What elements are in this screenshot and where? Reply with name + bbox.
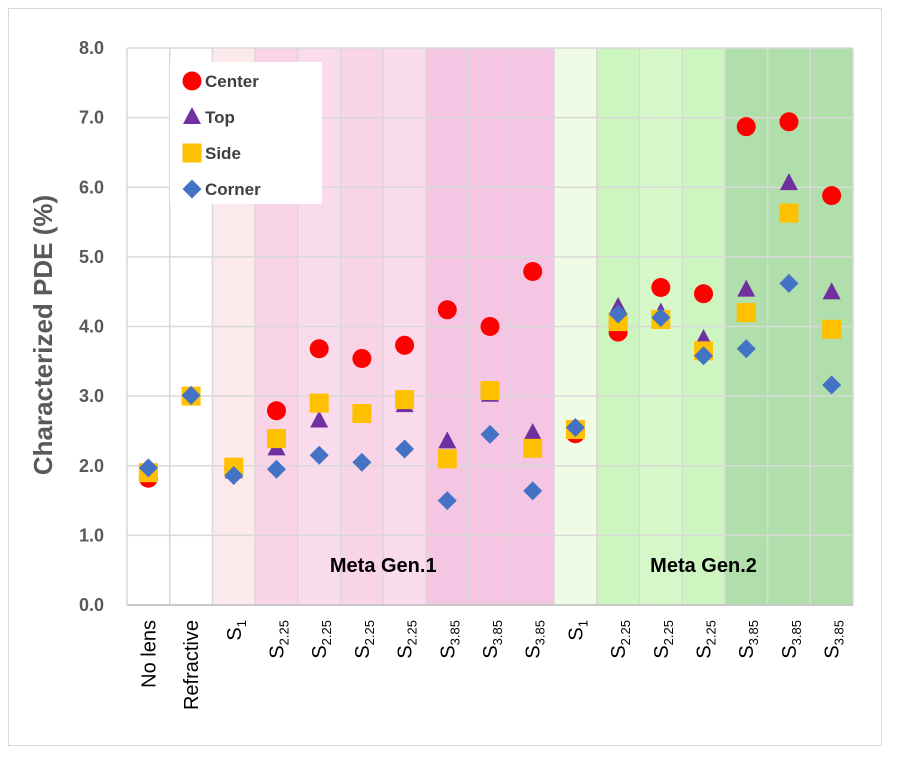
x-category-label: S2.25: [651, 620, 676, 659]
region-labels: Meta Gen.1 Meta Gen.2: [330, 555, 757, 577]
center-point: [309, 339, 329, 359]
top-point: [779, 173, 798, 191]
x-category-label: S2.25: [352, 620, 377, 659]
y-tick-label: 4.0: [79, 317, 104, 337]
corner-point: [651, 307, 671, 327]
legend-label: Top: [205, 108, 235, 127]
corner-point: [694, 346, 714, 366]
center-point: [779, 112, 799, 132]
legend-label: Side: [205, 144, 241, 163]
corner-point: [822, 375, 842, 395]
corner-point: [395, 439, 415, 459]
side-point: [822, 319, 842, 339]
x-category-label: S2.25: [266, 620, 291, 659]
center-point: [352, 349, 372, 369]
top-point: [523, 423, 542, 441]
corner-point: [138, 458, 158, 478]
x-category-label: S2.25: [395, 620, 420, 659]
x-axis-categories: No lens Refractive S1 S2.25 S2.25 S2.25 S2.25 S…: [138, 620, 846, 710]
corner-point: [565, 417, 585, 437]
y-tick-label: 7.0: [79, 108, 104, 128]
corner-point: [608, 304, 628, 324]
y-tick-label: 0.0: [79, 595, 104, 615]
top-point: [310, 410, 329, 428]
corner-point: [736, 339, 756, 359]
side-point: [266, 429, 286, 449]
y-axis-title: Characterized PDE (%): [28, 195, 58, 475]
center-point: [736, 117, 756, 137]
center-point: [395, 335, 415, 355]
y-tick-label: 1.0: [79, 525, 104, 545]
top-point: [737, 279, 756, 297]
x-category-label: S3.85: [480, 620, 505, 659]
x-category-label: S3.85: [523, 620, 548, 659]
corner-point: [523, 481, 543, 501]
legend-label: Center: [205, 72, 259, 91]
center-point: [523, 261, 543, 281]
center-point: [266, 401, 286, 421]
side-point: [309, 393, 329, 413]
center-point: [437, 300, 457, 320]
series-corner: [138, 273, 842, 511]
corner-point: [181, 385, 201, 405]
center-point: [651, 278, 671, 298]
top-point: [438, 431, 457, 449]
x-category-label: S2.25: [608, 620, 633, 659]
corner-point: [309, 445, 329, 465]
y-tick-label: 8.0: [79, 38, 104, 58]
y-tick-label: 2.0: [79, 456, 104, 476]
x-category-label: Refractive: [181, 620, 203, 710]
x-category-label: No lens: [138, 620, 160, 688]
corner-point: [224, 465, 244, 485]
center-point: [694, 284, 714, 304]
side-point: [395, 390, 415, 410]
corner-point: [779, 273, 799, 293]
corner-point: [437, 491, 457, 511]
region-label: Meta Gen.1: [330, 555, 437, 577]
x-category-label: S2.25: [309, 620, 334, 659]
y-tick-label: 5.0: [79, 247, 104, 267]
legend-side-marker: [182, 143, 202, 163]
data-points: [138, 112, 842, 511]
gridlines: [126, 47, 854, 606]
side-point: [480, 381, 500, 401]
corner-point: [480, 424, 500, 444]
top-point: [822, 282, 841, 300]
y-axis-ticks: 0.0 1.0 2.0 3.0 4.0 5.0 6.0 7.0 8.0: [79, 38, 104, 615]
side-point: [779, 203, 799, 223]
x-category-label: S1: [224, 620, 249, 641]
legend: Center Top Side Corner: [170, 62, 322, 204]
y-tick-label: 3.0: [79, 386, 104, 406]
x-category-label: S1: [565, 620, 590, 641]
legend-top-marker: [183, 107, 201, 124]
x-category-label: S3.85: [822, 620, 847, 659]
center-point: [822, 186, 842, 206]
region-label: Meta Gen.2: [650, 555, 757, 577]
x-category-label: S2.25: [694, 620, 719, 659]
legend-corner-marker: [182, 179, 202, 199]
side-point: [736, 303, 756, 323]
side-point: [352, 404, 372, 424]
side-point: [523, 438, 543, 458]
center-point: [480, 317, 500, 336]
x-category-label: S3.85: [736, 620, 761, 659]
corner-point: [266, 459, 286, 479]
x-category-label: S3.85: [779, 620, 804, 659]
legend-label: Corner: [205, 180, 261, 199]
x-category-label: S3.85: [437, 620, 462, 659]
side-point: [437, 449, 457, 469]
legend-center-marker: [182, 71, 202, 91]
corner-point: [352, 452, 372, 472]
y-tick-label: 6.0: [79, 177, 104, 197]
